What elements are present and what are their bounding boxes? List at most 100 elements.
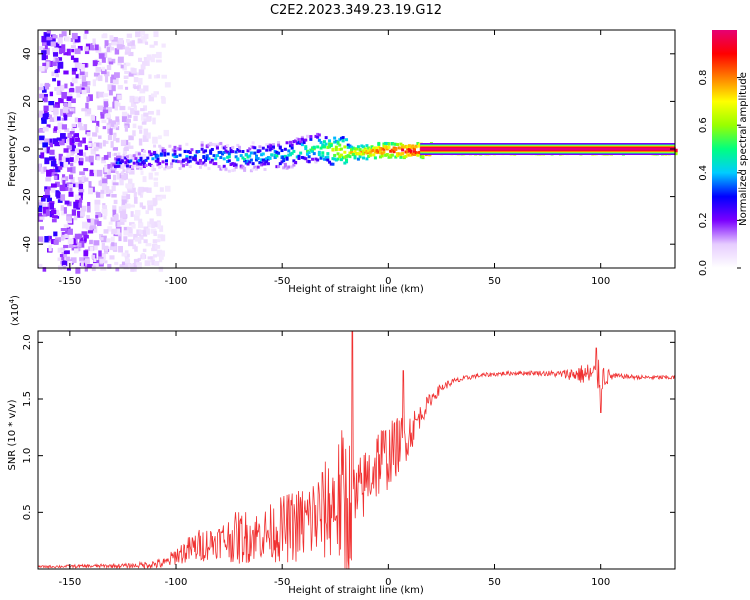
heatmap-cell bbox=[69, 138, 75, 145]
heatmap-cell bbox=[156, 163, 160, 167]
heatmap-cell bbox=[183, 150, 187, 154]
heatmap-cell bbox=[150, 93, 156, 97]
heatmap-cell bbox=[38, 163, 42, 168]
heatmap-cell bbox=[124, 51, 131, 55]
x-tick-label: 0 bbox=[385, 276, 391, 287]
heatmap-cell bbox=[246, 155, 250, 159]
heatmap-cell bbox=[153, 167, 157, 171]
heatmap-cell bbox=[414, 151, 418, 155]
heatmap-cell bbox=[129, 154, 135, 161]
heatmap-cell bbox=[95, 215, 99, 219]
heatmap-cell bbox=[226, 143, 230, 147]
figure-title: C2E2.2023.349.23.19.G12 bbox=[270, 3, 442, 18]
heatmap-cell bbox=[108, 61, 114, 65]
heatmap-cell bbox=[173, 152, 177, 156]
heatmap-cell bbox=[379, 155, 383, 159]
heatmap-cell bbox=[221, 145, 225, 149]
heatmap-cell bbox=[140, 36, 145, 40]
heatmap-cell bbox=[153, 75, 158, 79]
heatmap-cell bbox=[108, 89, 113, 96]
heatmap-cell bbox=[149, 152, 153, 156]
heatmap-cell bbox=[84, 30, 89, 34]
heatmap-cell bbox=[59, 48, 66, 54]
heatmap-cell bbox=[78, 242, 82, 248]
heatmap-cell bbox=[104, 245, 109, 252]
heatmap-cell bbox=[114, 261, 119, 266]
heatmap-cell bbox=[42, 93, 48, 97]
heatmap-cell bbox=[68, 183, 74, 188]
heatmap-cell bbox=[105, 113, 111, 117]
heatmap-cell bbox=[367, 154, 371, 158]
heatmap-cell bbox=[317, 138, 321, 142]
heatmap-cell bbox=[268, 143, 272, 147]
heatmap-cell bbox=[87, 218, 91, 223]
heatmap-cell bbox=[333, 136, 337, 140]
heatmap-cell bbox=[84, 177, 89, 182]
heatmap-cell bbox=[145, 243, 152, 247]
heatmap-cell bbox=[39, 93, 44, 99]
heatmap-cell bbox=[54, 42, 60, 48]
heatmap-cell bbox=[131, 165, 135, 169]
heatmap-cell bbox=[382, 142, 386, 146]
heatmap-cell bbox=[61, 260, 68, 267]
heatmap-cell bbox=[74, 241, 81, 248]
heatmap-cell bbox=[353, 156, 357, 160]
heatmap-cell bbox=[197, 149, 201, 153]
heatmap-cell bbox=[258, 149, 262, 153]
heatmap-cell bbox=[300, 135, 304, 139]
heatmap-cell bbox=[44, 47, 50, 55]
heatmap-cell bbox=[50, 160, 57, 167]
heatmap-cell bbox=[367, 149, 371, 153]
heatmap-cell bbox=[88, 187, 93, 195]
heatmap-cell bbox=[54, 104, 59, 109]
heatmap-cell bbox=[164, 162, 168, 166]
heatmap-cell bbox=[140, 192, 144, 198]
heatmap-cell bbox=[231, 145, 235, 149]
heatmap-cell bbox=[51, 103, 57, 108]
heatmap-cell bbox=[138, 192, 142, 196]
heatmap-cell bbox=[133, 86, 139, 90]
heatmap-cell bbox=[100, 114, 105, 119]
heatmap-cell bbox=[54, 212, 61, 217]
heatmap-cell bbox=[263, 168, 267, 172]
heatmap-cell bbox=[343, 150, 347, 154]
heatmap-cell bbox=[147, 204, 154, 211]
heatmap-cell bbox=[70, 177, 75, 184]
heatmap-cell bbox=[152, 254, 157, 258]
heatmap-cell bbox=[117, 164, 121, 168]
heatmap-cell bbox=[270, 144, 274, 148]
heatmap-cell bbox=[406, 145, 410, 149]
heatmap-cell bbox=[288, 144, 292, 148]
heatmap-cell bbox=[90, 143, 97, 147]
heatmap-cell bbox=[45, 209, 50, 217]
heatmap-cell bbox=[348, 144, 352, 148]
heatmap-cell bbox=[173, 155, 177, 159]
heatmap-cell bbox=[49, 117, 55, 122]
heatmap-cell bbox=[314, 134, 318, 138]
heatmap-cell bbox=[210, 158, 214, 162]
heatmap-cell bbox=[204, 158, 208, 162]
heatmap-cell bbox=[76, 90, 81, 98]
heatmap-cell bbox=[71, 98, 76, 104]
heatmap-cell bbox=[290, 146, 294, 150]
heatmap-cell bbox=[138, 69, 145, 76]
heatmap-cell bbox=[152, 136, 158, 144]
heatmap-cell bbox=[205, 156, 209, 160]
heatmap-cell bbox=[328, 139, 332, 143]
heatmap-cell bbox=[166, 166, 170, 170]
heatmap-cell bbox=[161, 97, 166, 103]
heatmap-cell bbox=[47, 105, 54, 112]
heatmap-cell bbox=[389, 153, 393, 157]
heatmap-cell bbox=[141, 253, 145, 260]
heatmap-cell bbox=[334, 139, 338, 143]
heatmap-cell bbox=[44, 189, 50, 196]
heatmap-cell bbox=[78, 183, 84, 191]
heatmap-cell bbox=[355, 151, 359, 155]
heatmap-cell bbox=[61, 156, 66, 163]
heatmap-cell bbox=[104, 52, 108, 58]
heatmap-cell bbox=[73, 201, 79, 209]
heatmap-cell bbox=[89, 173, 96, 177]
heatmap-cell bbox=[40, 166, 45, 174]
heatmap-cell bbox=[112, 101, 117, 109]
heatmap-cell bbox=[56, 88, 60, 95]
